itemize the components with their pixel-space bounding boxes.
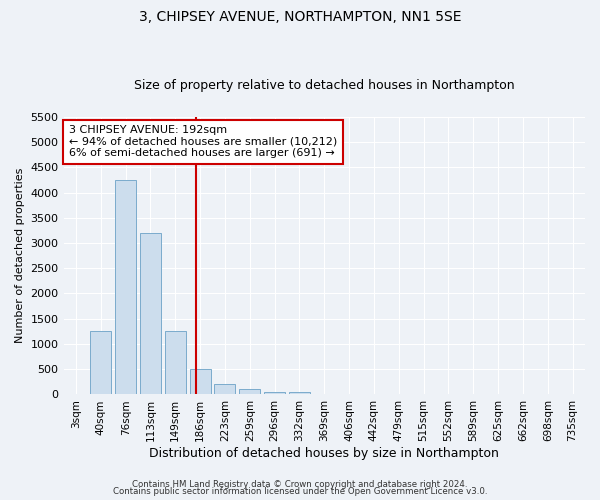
Bar (115, 180, 136, 394)
Bar (239, 390, 260, 394)
Bar (289, 392, 310, 394)
Bar (190, 369, 211, 394)
Text: 3 CHIPSEY AVENUE: 192sqm
← 94% of detached houses are smaller (10,212)
6% of sem: 3 CHIPSEY AVENUE: 192sqm ← 94% of detach… (69, 125, 337, 158)
Bar (90, 332, 112, 394)
Bar (140, 233, 161, 394)
Text: Contains HM Land Registry data © Crown copyright and database right 2024.: Contains HM Land Registry data © Crown c… (132, 480, 468, 489)
Bar (264, 392, 285, 394)
Title: Size of property relative to detached houses in Northampton: Size of property relative to detached ho… (134, 79, 515, 92)
X-axis label: Distribution of detached houses by size in Northampton: Distribution of detached houses by size … (149, 447, 499, 460)
Y-axis label: Number of detached properties: Number of detached properties (15, 168, 25, 344)
Bar (214, 384, 235, 394)
Bar (165, 332, 186, 394)
Text: 3, CHIPSEY AVENUE, NORTHAMPTON, NN1 5SE: 3, CHIPSEY AVENUE, NORTHAMPTON, NN1 5SE (139, 10, 461, 24)
Text: Contains public sector information licensed under the Open Government Licence v3: Contains public sector information licen… (113, 487, 487, 496)
